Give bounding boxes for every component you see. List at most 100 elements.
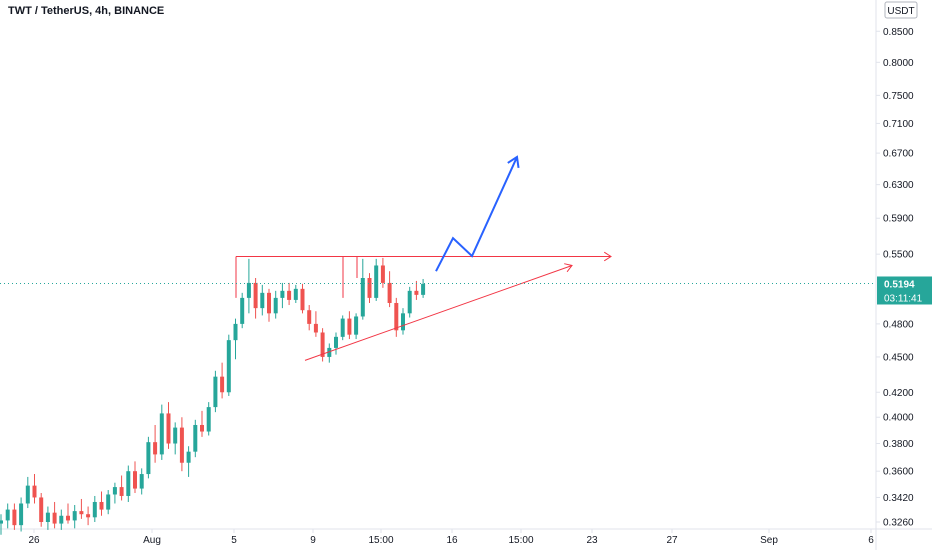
candle-body [267,292,271,314]
candle-body [280,290,285,298]
time-tick-label: 15:00 [368,535,393,546]
candle-body [59,515,64,524]
time-axis[interactable]: 26 Aug 5 9 15:00 16 15:00 23 27 Sep 6 [28,529,874,546]
candle [320,328,325,362]
candle-body [260,292,265,309]
support-arrowhead[interactable] [564,263,573,273]
drawing-annotations[interactable] [235,155,612,361]
candle-body [159,413,164,455]
candle-body [387,282,392,303]
candle [5,503,10,529]
candle-body [334,336,338,348]
candle-body [300,288,305,311]
candle-body [5,509,10,521]
projection-path[interactable] [435,156,518,272]
price-tick-label: 0.4200 [883,388,914,399]
time-tick-label: Sep [760,535,778,546]
candle-body [19,503,24,526]
candle [354,313,359,340]
candle-body [401,313,405,331]
candle-body [414,290,419,295]
price-tick-label: 0.6300 [883,180,914,191]
candle [79,498,84,519]
price-tick-label: 0.4800 [883,319,914,330]
candle [119,475,124,501]
candle [86,506,91,526]
candle-body [99,501,104,510]
candle [347,311,352,340]
candle-body [112,487,117,495]
last-price-badge [877,276,932,291]
candle [166,402,171,449]
time-tick-label: 9 [310,535,316,546]
candle [246,258,251,314]
candle [52,501,57,529]
time-tick-label: 27 [666,535,678,546]
candle [45,506,50,530]
candle [273,290,278,319]
price-tick-label: 0.4500 [883,352,914,363]
candle [313,311,318,337]
price-tick-label: 0.3600 [883,467,914,478]
time-tick-label: 16 [446,535,458,546]
candle [421,278,426,298]
price-tick-label: 0.3420 [883,493,914,504]
price-tick-label: 0.5900 [883,214,914,225]
candle [186,446,191,477]
candle-body [0,520,3,524]
price-axis[interactable]: 0.8500 0.8000 0.7500 0.7100 0.6700 0.6300 0.59… [876,27,914,529]
candle-body [66,515,70,521]
candle-body [12,509,17,526]
candle-body [360,278,365,317]
candle [220,362,225,399]
candle-body [293,288,298,300]
price-tick-label: 0.4000 [883,413,914,424]
candle-body [32,485,37,498]
unit-badge-frame[interactable] [884,1,918,19]
candle-body [86,514,91,518]
candle [193,419,198,458]
time-tick-label: Aug [143,535,161,546]
candle-body [307,310,312,324]
candle-body [394,302,399,331]
candle-body [153,442,158,455]
candle-body [146,442,151,475]
candle-body [126,471,131,496]
resistance-arrowhead[interactable] [603,251,612,262]
price-tick-label: 0.6700 [883,149,914,160]
time-tick-label: 23 [586,535,598,546]
candle-body [139,474,144,489]
candle [293,284,298,303]
candle [260,284,265,316]
candle [327,343,332,363]
support-trendline[interactable] [304,265,573,361]
projection-arrowhead[interactable] [507,155,520,168]
candle-body [186,451,191,463]
symbol-title[interactable]: TWT / TetherUS, 4h, BINANCE [8,5,164,17]
candle-body [421,283,426,295]
candle-body [213,376,218,408]
candle-body [39,497,44,522]
candle [360,258,365,320]
candle-body [367,278,372,298]
candle-body [106,494,111,510]
time-tick-label: 5 [231,535,237,546]
unit-badge[interactable]: USDT [887,6,914,17]
candle-body [179,427,184,463]
candle [401,308,405,335]
candle [92,495,97,522]
candle [240,292,245,329]
price-tick-label: 0.7100 [883,119,914,130]
candle [12,503,17,530]
candle-body [45,512,50,522]
candle [414,280,419,300]
candlestick-series [0,257,426,535]
candle [206,402,211,436]
candle [253,278,258,319]
candle-body [133,471,137,489]
candle-body [287,290,292,300]
candle [307,305,312,331]
candle-body [52,512,57,524]
